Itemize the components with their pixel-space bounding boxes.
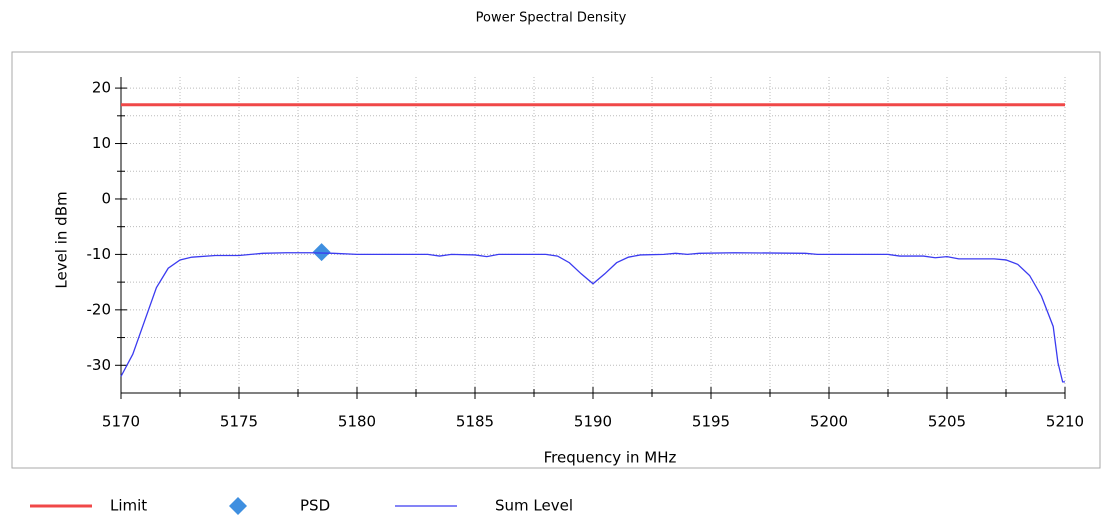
x-tick-label: 5175 — [220, 413, 258, 431]
x-tick-label: 5185 — [456, 413, 494, 431]
y-tick-label: -20 — [87, 300, 112, 318]
x-tick-label: 5205 — [928, 413, 966, 431]
x-tick-label: 5190 — [574, 413, 612, 431]
x-tick-label: 5200 — [810, 413, 848, 431]
y-axis-label: Level in dBm — [53, 191, 71, 288]
x-tick-label: 5170 — [102, 413, 140, 431]
series-line — [120, 252, 1065, 383]
legend-label: PSD — [300, 497, 330, 515]
x-tick-label: 5210 — [1046, 413, 1084, 431]
chart-title: Power Spectral Density — [476, 11, 627, 26]
legend-swatch — [229, 497, 247, 515]
legend-label: Sum Level — [495, 497, 573, 515]
y-tick-label: -10 — [87, 245, 112, 263]
y-tick-label: -30 — [87, 356, 112, 374]
y-tick-label: 10 — [92, 134, 111, 152]
x-tick-label: 5180 — [338, 413, 376, 431]
legend-label: Limit — [110, 497, 147, 515]
y-tick-label: 0 — [101, 189, 111, 207]
y-tick-label: 20 — [92, 79, 111, 97]
chart-frame — [11, 51, 1101, 469]
x-axis-label: Frequency in MHz — [544, 449, 677, 467]
marker — [312, 243, 331, 262]
x-tick-label: 5195 — [692, 413, 730, 431]
